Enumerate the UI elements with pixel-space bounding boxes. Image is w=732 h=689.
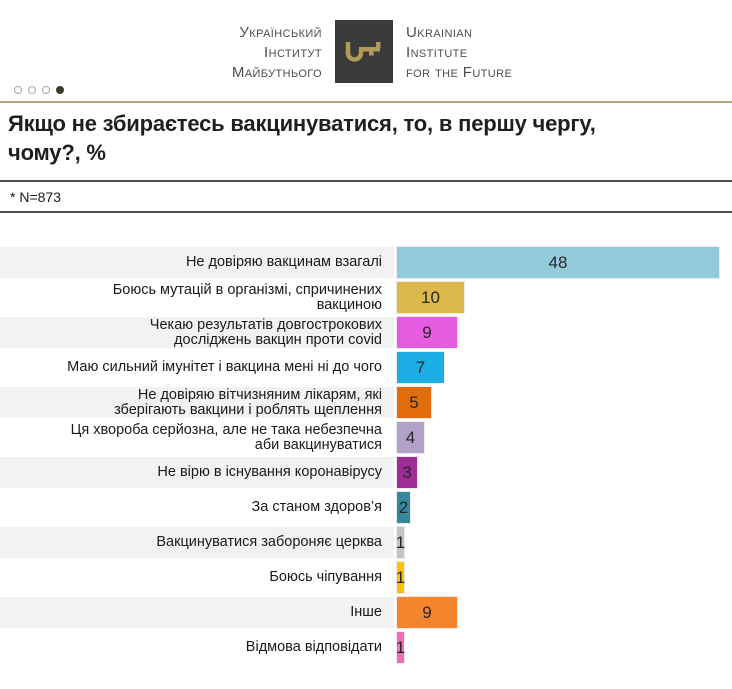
value-label: 9 (422, 603, 432, 622)
chart-row: Боюсь мутацій в організмі, спричинених в… (0, 282, 732, 313)
row-stripe (0, 632, 394, 663)
row-stripe (0, 527, 394, 558)
slide-dot[interactable] (42, 86, 50, 94)
slide-nav-dots (14, 86, 64, 94)
bar (397, 457, 417, 488)
category-label: Не довіряю вакцинам взагалі (185, 254, 382, 270)
separator-bottom (0, 211, 732, 213)
bar (397, 247, 719, 278)
chart-row: Чекаю результатів довгострокових дослідж… (0, 317, 732, 348)
chart-row: Не довіряю вітчизняним лікарям, які збер… (0, 387, 732, 418)
slide-dot[interactable] (28, 86, 36, 94)
chart-row: Вакцинуватися забороняє церква 1 (0, 527, 732, 558)
key-icon (345, 41, 381, 62)
category-label: Інше (350, 604, 382, 620)
bar (397, 352, 444, 383)
sample-size-note: * N=873 (10, 189, 61, 205)
chart-row: Не довіряю вакцинам взагалі 48 (0, 247, 732, 278)
value-label: 9 (422, 323, 432, 342)
value-label: 48 (548, 253, 568, 272)
logo-text-english: Ukrainian Institute for the Future (406, 24, 513, 81)
chart-row: Інше 9 (0, 597, 732, 628)
bar (397, 387, 431, 418)
bar (397, 422, 424, 453)
bar (397, 282, 464, 313)
bar (397, 527, 404, 558)
row-stripe (0, 247, 394, 278)
gold-divider (0, 101, 732, 103)
row-stripe (0, 387, 394, 418)
bar-chart: Не довіряю вакцинам взагалі 48 Боюсь мутац… (0, 247, 732, 667)
row-stripe (0, 282, 394, 313)
chart-row: Маю сильний імунітет і вакцина мені ні д… (0, 352, 732, 383)
slide-dot-active[interactable] (56, 86, 64, 94)
chart-row: Відмова відповідати 1 (0, 632, 732, 663)
row-stripe (0, 352, 394, 383)
row-stripe (0, 422, 394, 453)
bar (397, 632, 404, 663)
category-label: Вакцинуватися забороняє церква (156, 534, 382, 550)
value-label: 1 (395, 533, 406, 552)
chart-row: Боюсь чіпування 1 (0, 562, 732, 593)
category-label: Маю сильний імунітет і вакцина мені ні д… (67, 359, 382, 375)
value-label: 1 (395, 638, 406, 657)
value-label: 3 (402, 463, 412, 482)
value-label: 1 (395, 568, 406, 587)
row-stripe (0, 457, 394, 488)
category-label: Боюсь чіпування (269, 569, 382, 585)
slide-dot[interactable] (14, 86, 22, 94)
logo-key-box (335, 20, 393, 83)
category-label: Ця хвороба серйозна, але не така небезпе… (70, 421, 382, 453)
chart-row: Не вірю в існування коронавірусу 3 (0, 457, 732, 488)
value-label: 2 (398, 498, 409, 517)
value-label: 10 (421, 288, 440, 307)
category-label: Боюсь мутацій в організмі, спричинених в… (112, 281, 382, 313)
chart-row: За станом здоров’я 2 (0, 492, 732, 523)
category-label: Відмова відповідати (245, 639, 382, 655)
row-stripe (0, 597, 394, 628)
bar (397, 562, 404, 593)
chart-row: Ця хвороба серйозна, але не така небезпе… (0, 422, 732, 453)
row-stripe (0, 317, 394, 348)
bar (397, 317, 457, 348)
value-label: 4 (405, 428, 416, 447)
value-label: 5 (409, 393, 419, 412)
category-label: Чекаю результатів довгострокових дослідж… (149, 316, 382, 348)
bar (397, 492, 410, 523)
category-label: Не довіряю вітчизняним лікарям, які збер… (114, 386, 382, 418)
row-stripe (0, 562, 394, 593)
separator-top (0, 180, 732, 182)
value-label: 7 (415, 358, 426, 377)
category-label: За станом здоров’я (251, 499, 382, 515)
row-stripe (0, 492, 394, 523)
logo-text-ukrainian: Український Інститут Майбутнього (231, 24, 322, 81)
page-title: Якщо не збираєтесь вакцинуватися, то, в … (8, 111, 596, 165)
category-label: Не вірю в існування коронавірусу (157, 464, 382, 480)
bar (397, 597, 457, 628)
